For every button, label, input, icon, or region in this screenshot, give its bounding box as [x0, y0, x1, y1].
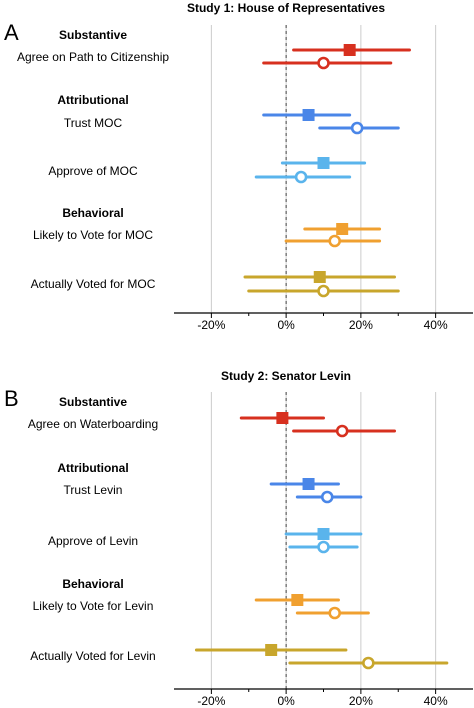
- row-label: Agree on Waterboarding: [28, 417, 158, 431]
- panel-b-plot: -20% 0% 20% 40%: [174, 392, 473, 708]
- point-estimate-circle: [328, 234, 342, 248]
- point-estimate-square: [265, 644, 278, 656]
- row-label: Actually Voted for Levin: [30, 649, 155, 663]
- x-tick-label: 40%: [424, 694, 448, 708]
- heading-attributional: Attributional: [57, 461, 128, 475]
- point-estimate-circle: [362, 656, 375, 670]
- point-estimate-square: [317, 157, 330, 169]
- row-label: Likely to Vote for Levin: [33, 599, 154, 613]
- panel-b-letter: B: [4, 386, 19, 411]
- row-label: Approve of Levin: [48, 534, 138, 548]
- point-estimate-square: [343, 44, 356, 56]
- point-estimate-square: [276, 412, 289, 424]
- point-estimate-circle: [328, 606, 342, 620]
- point-estimate-circle: [317, 56, 330, 70]
- point-estimate-square: [317, 528, 330, 540]
- point-estimate-circle: [294, 170, 308, 184]
- panel-b: B Study 2: Senator Levin -20% 0% 20% 40% Su…: [4, 369, 473, 708]
- point-estimate-circle: [320, 490, 334, 504]
- x-tick-label: 40%: [424, 318, 448, 332]
- point-estimate-circle: [335, 424, 349, 438]
- row-label: Trust Levin: [64, 483, 123, 497]
- panel-a-title: Study 1: House of Representatives: [187, 1, 385, 15]
- heading-attributional: Attributional: [57, 93, 128, 107]
- x-tick-label: 20%: [349, 694, 373, 708]
- heading-substantive: Substantive: [59, 28, 127, 42]
- panel-a: A Study 1: House of Representatives -20%…: [4, 1, 473, 332]
- point-estimate-circle: [317, 284, 330, 298]
- point-estimate-circle: [317, 540, 330, 554]
- heading-substantive: Substantive: [59, 395, 127, 409]
- point-estimate-circle: [350, 121, 364, 135]
- x-tick-label: -20%: [197, 318, 225, 332]
- row-label: Actually Voted for MOC: [31, 277, 156, 291]
- point-estimate-square: [336, 223, 349, 235]
- row-label: Likely to Vote for MOC: [33, 228, 153, 242]
- row-label: Agree on Path to Citizenship: [17, 50, 169, 64]
- x-tick-label: 20%: [349, 318, 373, 332]
- panel-a-letter: A: [4, 20, 19, 45]
- x-tick-label: -20%: [197, 694, 225, 708]
- panel-a-heading-substantive: Substantive: [59, 28, 127, 42]
- heading-behavioral: Behavioral: [62, 206, 123, 220]
- heading-behavioral: Behavioral: [62, 577, 123, 591]
- panel-b-title: Study 2: Senator Levin: [221, 369, 351, 383]
- point-estimate-square: [291, 594, 304, 606]
- row-label: Approve of MOC: [48, 164, 138, 178]
- point-estimate-square: [313, 271, 326, 283]
- panel-a-plot: -20% 0% 20% 40%: [174, 25, 473, 332]
- x-tick-label: 0%: [277, 318, 295, 332]
- point-estimate-square: [302, 478, 315, 490]
- point-estimate-square: [302, 109, 315, 121]
- row-label: Trust MOC: [64, 116, 123, 130]
- x-tick-label: 0%: [277, 694, 295, 708]
